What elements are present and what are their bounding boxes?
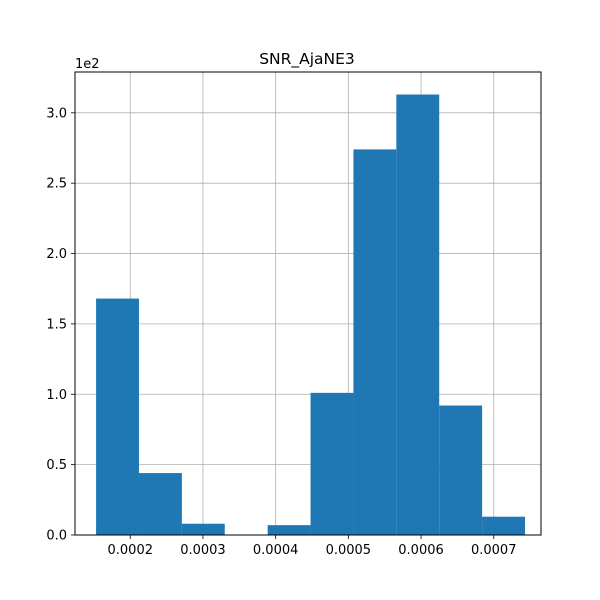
x-tick-label: 0.0005: [326, 543, 372, 558]
histogram-bar: [439, 405, 483, 535]
plot-frame: [74, 71, 542, 536]
histogram-bar: [267, 525, 311, 535]
y-tick-label: 1.0: [46, 388, 67, 403]
x-tick-label: 0.0004: [253, 543, 299, 558]
chart-title: SNR_AjaNE3: [259, 50, 355, 69]
y-tick-label: 0.0: [46, 529, 67, 544]
x-tick-label: 0.0007: [471, 543, 517, 558]
y-tick-label: 3.0: [46, 106, 67, 121]
x-tick-label: 0.0003: [180, 543, 226, 558]
x-axis-ticks: 0.0002 0.0003 0.0004 0.0005 0.0006 0.0007: [108, 535, 517, 558]
histogram-bars: [96, 94, 526, 535]
x-tick-label: 0.0002: [108, 543, 154, 558]
y-tick-label: 1.5: [46, 317, 67, 332]
histogram-bar: [310, 392, 354, 535]
y-axis-ticks: 0.0 0.5 1.0 1.5 2.0 2.5 3.0: [46, 106, 75, 544]
histogram-bar: [482, 516, 526, 535]
histogram-bar: [396, 94, 440, 535]
histogram-bar: [96, 298, 139, 535]
histogram-bar: [353, 149, 397, 535]
plot-axes: [74, 71, 542, 536]
histogram-bar: [138, 473, 182, 535]
x-tick-label: 0.0006: [398, 543, 444, 558]
histogram-bar: [181, 523, 225, 535]
y-axis-offset-label: 1e2: [75, 57, 100, 72]
y-tick-label: 2.0: [46, 247, 67, 262]
y-tick-label: 0.5: [46, 458, 67, 473]
y-tick-label: 2.5: [46, 177, 67, 192]
